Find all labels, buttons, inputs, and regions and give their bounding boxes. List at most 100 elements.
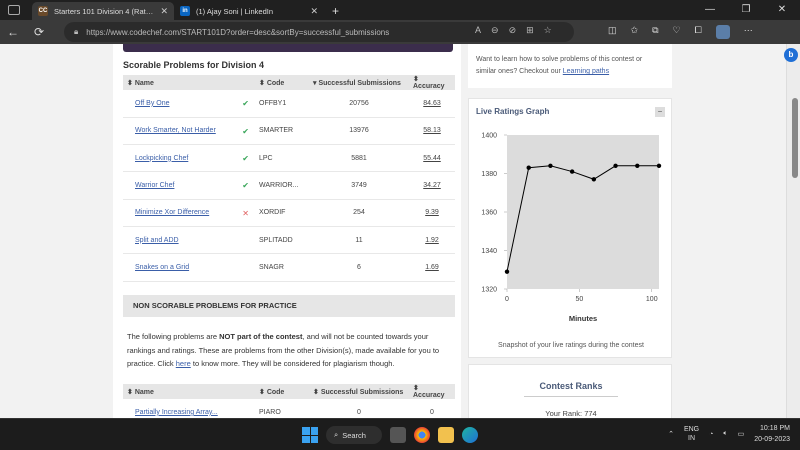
- table-row: Snakes on a Grid SNAGR 6 1.69: [123, 253, 455, 282]
- tab-linkedin[interactable]: in (1) Ajay Soni | LinkedIn ✕: [174, 2, 324, 20]
- accuracy-header[interactable]: ⬍ Accuracy: [409, 384, 455, 399]
- solved-check-icon: ✔: [242, 181, 249, 191]
- subs-header[interactable]: ⬍ Successful Submissions: [309, 384, 409, 399]
- problem-code: OFFBY1: [255, 90, 309, 118]
- more-icon[interactable]: ⋯: [743, 25, 753, 35]
- successful-submissions: 5881: [309, 144, 409, 173]
- new-tab-button[interactable]: +: [332, 4, 340, 18]
- rating-point: [635, 163, 640, 168]
- tab-codechef[interactable]: CC Starters 101 Division 4 (Rated) C ✕: [32, 2, 174, 20]
- close-window-icon[interactable]: ✕: [777, 4, 787, 15]
- rating-point: [569, 169, 575, 174]
- back-icon[interactable]: ←: [7, 25, 19, 39]
- learning-paths-link[interactable]: Learning paths: [562, 68, 610, 75]
- health-icon[interactable]: ♡: [672, 25, 681, 35]
- problem-code: SMARTER: [255, 117, 309, 146]
- wifi-icon[interactable]: ◔: [709, 430, 714, 438]
- accuracy-link[interactable]: 1.69: [409, 253, 455, 282]
- tracking-icon[interactable]: ⊘: [508, 25, 517, 35]
- collapse-graph-button[interactable]: −: [655, 107, 665, 117]
- edge-icon[interactable]: [462, 427, 478, 443]
- task-view-icon[interactable]: [390, 427, 406, 443]
- windows-start-icon[interactable]: [302, 427, 318, 443]
- app-icon[interactable]: ⊞: [526, 25, 534, 35]
- favorites-icon[interactable]: ✩: [630, 25, 639, 35]
- plot-area: [507, 135, 659, 289]
- y-tick-label: 1400: [481, 133, 497, 140]
- problem-link[interactable]: Lockpicking Chef: [135, 154, 189, 162]
- problem-link[interactable]: Work Smarter, Not Harder: [135, 127, 216, 135]
- clock[interactable]: 10:18 PM 20-09-2023: [754, 423, 790, 445]
- code-header[interactable]: ⬍ Code: [255, 75, 309, 90]
- url-text: https://www.codechef.com/START101D?order…: [86, 27, 390, 37]
- lang-code: ENG: [683, 426, 700, 433]
- problem-link[interactable]: Minimize Xor Difference: [135, 209, 210, 217]
- divider: [524, 396, 618, 397]
- problem-code: PIARO: [255, 399, 309, 418]
- table-row: Off By One ✔ OFFBY1 20756 84.63: [123, 90, 455, 118]
- accuracy-link[interactable]: 84.63: [409, 90, 455, 118]
- maximize-icon[interactable]: ❐: [741, 4, 751, 15]
- desc-text: , and will not be counted towards your r…: [127, 332, 440, 368]
- problem-code: XORDIF: [255, 199, 309, 227]
- problem-link[interactable]: Off By One: [135, 99, 170, 107]
- here-link[interactable]: here: [175, 359, 191, 368]
- url-bar[interactable]: 🔒︎ https://www.codechef.com/START101D?or…: [64, 22, 574, 42]
- name-header[interactable]: ⬍ Name: [123, 384, 255, 399]
- scorable-problems-table: ⬍ Name ⬍ Code ▾ Successful Submissions ⬍…: [123, 75, 455, 282]
- minimize-icon[interactable]: —: [705, 4, 715, 15]
- desc-text: The following problems are: [127, 332, 220, 341]
- problem-link[interactable]: Warrior Chef: [135, 182, 175, 190]
- volume-icon[interactable]: 🔈︎: [723, 430, 728, 437]
- chevron-up-icon[interactable]: ⌃: [668, 431, 674, 438]
- accuracy-link[interactable]: 1.92: [409, 226, 455, 255]
- collections-icon[interactable]: ⧉: [652, 25, 659, 35]
- problem-link[interactable]: Partially Increasing Array...: [135, 408, 218, 416]
- battery-icon[interactable]: ▭: [737, 431, 745, 438]
- table-row: Lockpicking Chef ✔ LPC 5881 55.44: [123, 144, 455, 173]
- chrome-icon[interactable]: [414, 427, 430, 443]
- successful-submissions: 6: [309, 253, 409, 282]
- table-header-row: ⬍ Name ⬍ Code ⬍ Successful Submissions ⬍…: [123, 384, 455, 399]
- accuracy-link[interactable]: 58.13: [409, 117, 455, 146]
- code-header[interactable]: ⬍ Code: [255, 384, 309, 399]
- tab-actions-icon[interactable]: [8, 5, 20, 15]
- close-tab-icon[interactable]: ✕: [310, 5, 318, 16]
- language-indicator[interactable]: ENG IN: [684, 425, 699, 443]
- x-tick-label: 0: [505, 296, 509, 303]
- y-tick-label: 1380: [481, 171, 497, 178]
- lock-icon[interactable]: 🔒︎: [74, 27, 79, 36]
- accuracy-link[interactable]: 55.44: [409, 144, 455, 173]
- problems-card: Scorable Problems for Division 4 ⬍ Name …: [113, 44, 461, 418]
- profile-avatar[interactable]: [715, 25, 730, 39]
- graph-caption: Snapshot of your live ratings during the…: [498, 342, 644, 349]
- time: 10:18 PM: [760, 425, 790, 432]
- favorite-star-icon[interactable]: ☆: [543, 25, 552, 35]
- accuracy-link[interactable]: 9.39: [409, 199, 455, 227]
- accuracy-link[interactable]: 34.27: [409, 171, 455, 200]
- linkedin-favicon-icon: in: [180, 6, 190, 16]
- extensions-icon[interactable]: ⧠: [694, 25, 702, 35]
- name-header[interactable]: ⬍ Name: [123, 75, 255, 90]
- rating-series-line: [506, 165, 659, 272]
- split-screen-icon[interactable]: ◫: [608, 25, 617, 35]
- problem-link[interactable]: Split and ADD: [135, 236, 179, 244]
- file-explorer-icon[interactable]: [438, 427, 454, 443]
- successful-submissions: 0: [309, 399, 409, 418]
- problem-link[interactable]: Snakes on a Grid: [135, 263, 190, 271]
- your-rank: Your Rank: 774: [545, 409, 597, 418]
- taskbar-apps: ⌕ Search: [302, 426, 478, 444]
- refresh-icon[interactable]: ⟳: [33, 25, 45, 39]
- read-aloud-icon[interactable]: A: [475, 25, 482, 35]
- zoom-icon[interactable]: ⊖: [491, 25, 499, 35]
- problem-code: LPC: [255, 144, 309, 173]
- page-scrollbar[interactable]: [792, 98, 798, 178]
- rating-point: [504, 269, 510, 274]
- subs-header[interactable]: ▾ Successful Submissions: [309, 75, 409, 90]
- accuracy-header[interactable]: ⬍ Accuracy: [409, 75, 455, 90]
- taskbar-search[interactable]: ⌕ Search: [326, 426, 382, 444]
- copilot-icon[interactable]: b: [784, 48, 798, 62]
- close-tab-icon[interactable]: ✕: [160, 5, 168, 16]
- desc-text: to know more. They will be considered fo…: [190, 359, 395, 368]
- contest-banner: [123, 44, 453, 52]
